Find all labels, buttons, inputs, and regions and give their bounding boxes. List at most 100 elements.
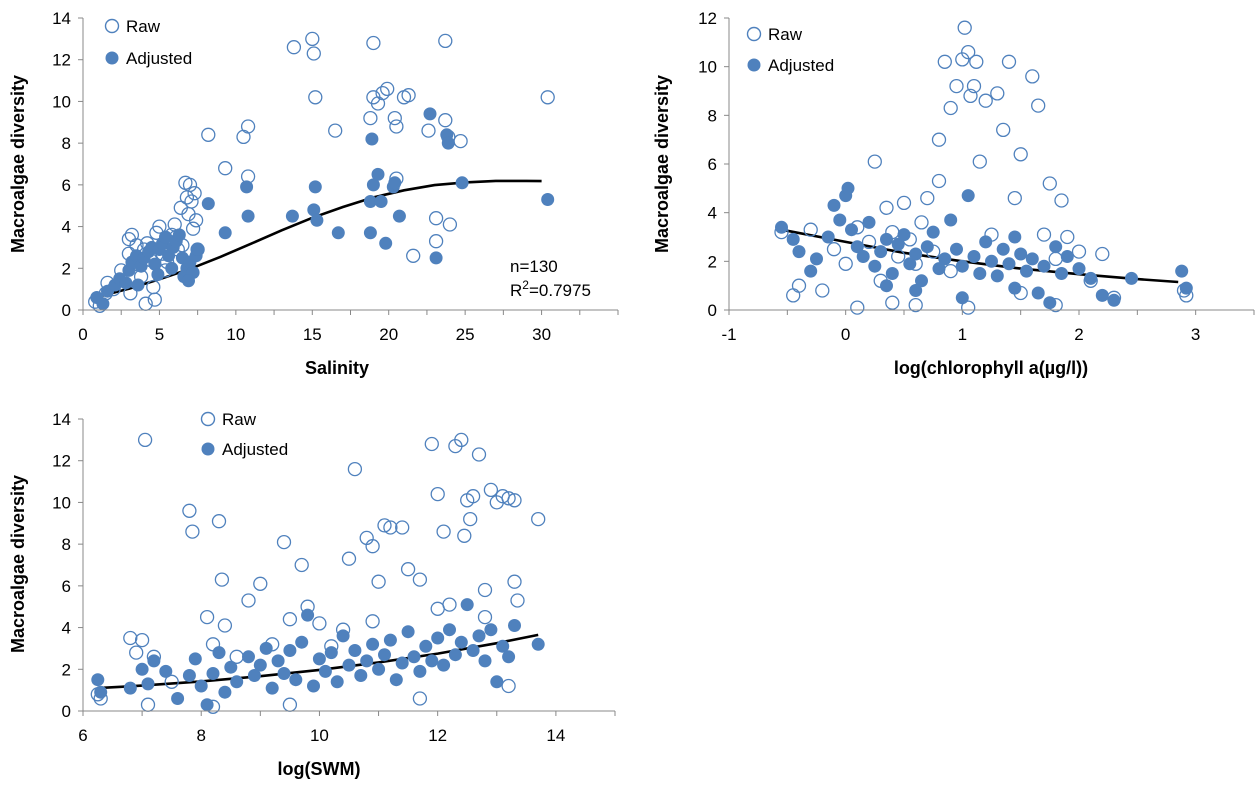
adjusted-point <box>502 650 516 664</box>
raw-point <box>879 200 894 215</box>
x-tick-label: 15 <box>303 325 322 344</box>
adjusted-point <box>423 107 437 121</box>
x-tick-label: 5 <box>155 325 164 344</box>
adjusted-point <box>171 692 185 705</box>
raw-point <box>412 691 428 706</box>
adjusted-point <box>455 176 469 190</box>
adjusted-point <box>241 209 255 223</box>
adjusted-point <box>478 654 492 668</box>
y-axis-label: Macroalgae diversity <box>8 75 28 253</box>
y-tick-label: 0 <box>62 702 71 721</box>
x-tick-label: 8 <box>196 726 205 745</box>
legend-raw-label: Raw <box>222 410 257 429</box>
y-tick-label: 10 <box>698 58 717 77</box>
adjusted-point <box>1175 264 1189 278</box>
adjusted-point <box>307 203 321 217</box>
adjusted-point <box>1060 250 1074 263</box>
raw-point <box>185 221 201 236</box>
raw-point <box>406 248 421 263</box>
adjusted-point <box>448 648 462 662</box>
adjusted-point <box>915 274 928 288</box>
raw-point <box>978 93 993 108</box>
legend-adjusted-marker <box>747 58 761 72</box>
raw-point <box>969 54 984 69</box>
adjusted-point <box>330 675 344 689</box>
raw-point <box>217 618 233 633</box>
adjusted-point <box>1002 257 1016 271</box>
adjusted-point <box>301 608 315 622</box>
raw-point <box>442 597 457 612</box>
adjusted-point <box>431 631 445 645</box>
legend-adjusted-label: Adjusted <box>126 49 192 68</box>
raw-point <box>383 520 398 535</box>
adjusted-point <box>1008 230 1022 244</box>
raw-point <box>867 154 882 169</box>
raw-point <box>1095 246 1110 262</box>
adjusted-point <box>944 213 958 227</box>
x-tick-label: 20 <box>379 325 398 344</box>
adjusted-point <box>979 235 993 249</box>
raw-point <box>129 645 144 660</box>
r2-value: =0.7975 <box>529 281 591 300</box>
adjusted-point <box>1037 259 1051 273</box>
raw-point <box>365 614 380 629</box>
adjusted-point <box>841 181 855 195</box>
adjusted-point <box>135 662 149 676</box>
y-tick-label: 2 <box>62 259 71 278</box>
raw-point <box>253 576 268 591</box>
adjusted-point <box>1179 281 1193 295</box>
raw-point <box>430 601 445 616</box>
raw-point <box>188 213 204 228</box>
raw-point <box>501 491 516 506</box>
raw-point <box>294 557 309 573</box>
adjusted-point <box>850 240 864 254</box>
adjusted-point <box>950 242 963 256</box>
adjusted-point <box>188 652 202 666</box>
adjusted-point <box>955 291 969 305</box>
raw-point <box>931 173 947 189</box>
adjusted-point <box>443 623 456 637</box>
raw-point <box>477 582 493 598</box>
adjusted-point <box>182 669 196 682</box>
raw-point <box>363 110 378 126</box>
adjusted-point <box>827 198 841 212</box>
y-tick-label: 14 <box>52 9 71 28</box>
raw-point <box>937 54 952 69</box>
adjusted-point <box>1125 271 1138 285</box>
adjusted-point <box>868 259 882 273</box>
y-tick-label: 12 <box>52 452 71 471</box>
raw-point <box>377 518 392 533</box>
raw-point <box>943 263 958 279</box>
adjusted-point <box>845 223 858 237</box>
chart-swm: 0 2 4 6 8 10 12 14 6 8 10 12 14 log(SWM) Macroalgae … <box>8 410 616 779</box>
raw-point <box>276 534 292 550</box>
x-tick-label: 3 <box>1191 325 1200 344</box>
adjusted-point <box>437 658 451 672</box>
y-tick-label: 8 <box>62 535 71 554</box>
raw-point <box>123 630 138 646</box>
adjusted-point <box>419 639 433 653</box>
raw-point <box>861 234 877 250</box>
raw-point <box>442 217 458 232</box>
adjusted-point <box>96 297 110 311</box>
raw-point <box>961 300 976 315</box>
y-tick-label: 10 <box>52 92 71 111</box>
raw-point <box>908 297 923 313</box>
adjusted-point <box>891 237 905 251</box>
adjusted-point <box>1031 286 1045 300</box>
adjusted-point <box>363 195 377 208</box>
adjusted-point <box>148 257 162 271</box>
adjusted-point <box>159 230 172 244</box>
adjusted-point <box>374 195 388 208</box>
adjusted-point <box>1043 296 1057 310</box>
raw-point <box>885 295 900 310</box>
adjusted-point <box>1014 247 1028 261</box>
raw-point <box>140 697 156 712</box>
adjusted-point <box>371 167 385 181</box>
raw-point <box>306 46 321 61</box>
x-tick-label: 14 <box>546 726 565 745</box>
adjusted-point <box>490 675 504 689</box>
adjusted-point <box>407 650 421 664</box>
adjusted-point <box>880 279 893 293</box>
